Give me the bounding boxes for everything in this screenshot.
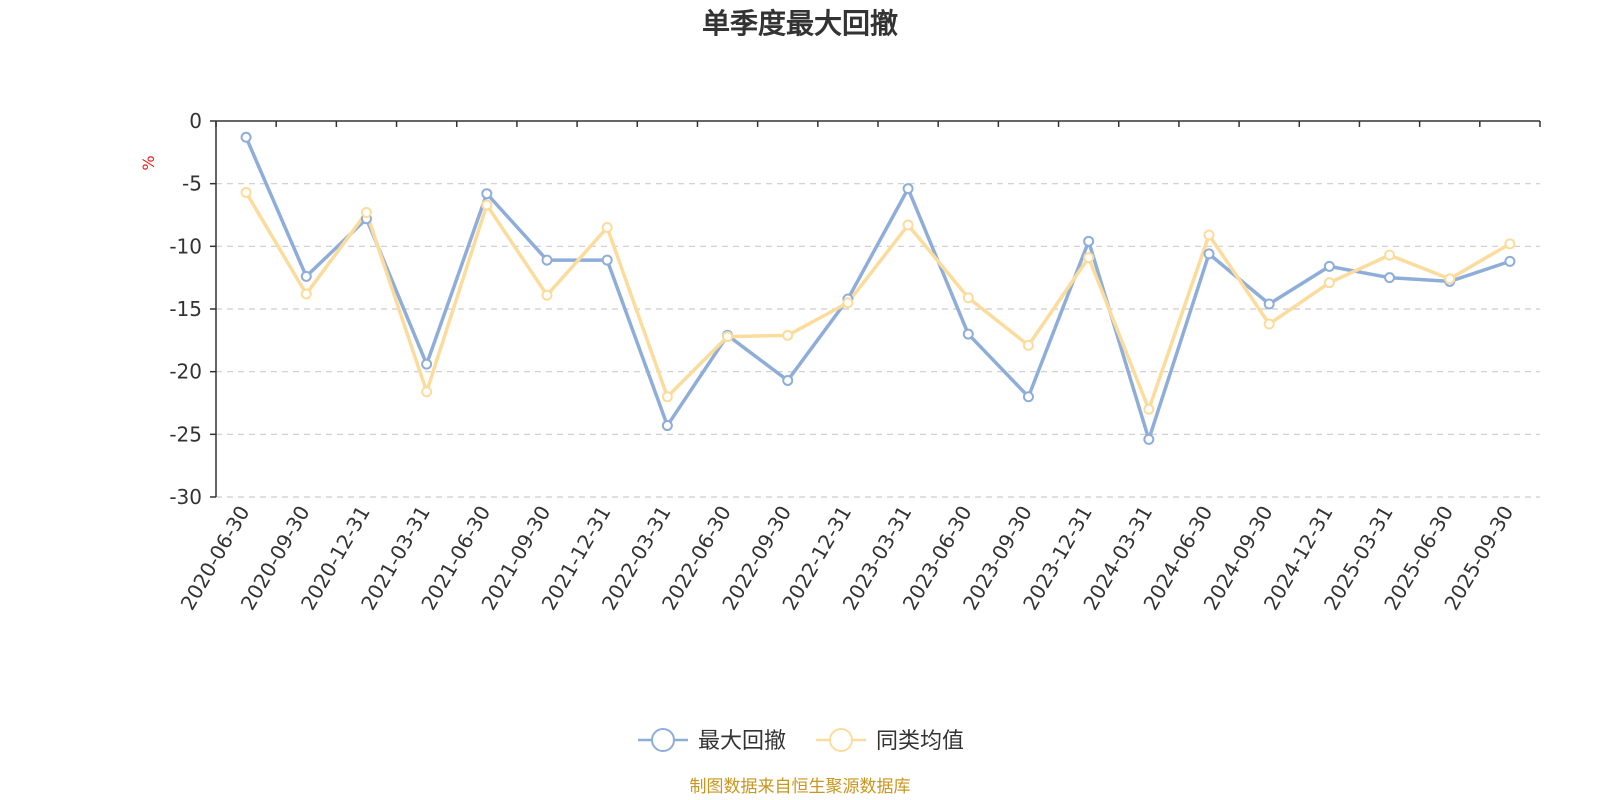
data-point xyxy=(240,186,252,198)
data-point xyxy=(962,292,974,304)
data-point xyxy=(1203,248,1215,260)
data-point xyxy=(782,329,794,341)
data-point xyxy=(902,183,914,195)
data-point xyxy=(1263,298,1275,310)
legend-label: 最大回撤 xyxy=(698,729,786,754)
source-note: 制图数据来自恒生聚源数据库 xyxy=(690,777,911,797)
data-point xyxy=(601,222,613,234)
data-point xyxy=(1022,339,1034,351)
y-tick-label: -20 xyxy=(169,360,202,384)
data-point xyxy=(421,358,433,370)
data-point xyxy=(962,328,974,340)
y-tick-label: -5 xyxy=(182,172,202,196)
data-point xyxy=(782,374,794,386)
series-group xyxy=(240,131,1516,445)
data-point xyxy=(1323,260,1335,272)
legend[interactable]: 最大回撤 同类均值 xyxy=(638,728,964,754)
data-point xyxy=(360,206,372,218)
data-point xyxy=(1384,249,1396,261)
data-point xyxy=(1203,229,1215,241)
data-point xyxy=(1022,391,1034,403)
data-point xyxy=(601,254,613,266)
legend-item-1[interactable]: 最大回撤 xyxy=(638,728,786,754)
series-line xyxy=(244,190,1512,412)
data-point xyxy=(240,131,252,143)
data-point xyxy=(661,391,673,403)
data-point xyxy=(421,386,433,398)
data-point xyxy=(842,297,854,309)
data-point xyxy=(1323,277,1335,289)
data-point xyxy=(300,288,312,300)
chart-title: 单季度最大回撤 xyxy=(702,7,898,40)
y-axis-unit-label: % xyxy=(139,155,158,170)
series-line xyxy=(244,135,1512,442)
data-point xyxy=(661,420,673,432)
data-point xyxy=(1083,252,1095,264)
legend-label: 同类均值 xyxy=(876,729,964,754)
legend-swatch-marker xyxy=(829,728,853,752)
data-point xyxy=(902,219,914,231)
series-2-points xyxy=(240,186,1516,415)
data-point xyxy=(541,289,553,301)
data-point xyxy=(541,254,553,266)
y-tick-label: -10 xyxy=(169,234,202,258)
data-point xyxy=(1263,318,1275,330)
data-point xyxy=(1444,273,1456,285)
data-point xyxy=(1504,255,1516,267)
data-point xyxy=(481,199,493,211)
y-tick-label: -15 xyxy=(169,297,202,321)
data-point xyxy=(300,270,312,282)
axes: 0-5-10-15-20-25-302020-06-302020-09-3020… xyxy=(169,109,1541,614)
data-point xyxy=(1143,433,1155,445)
data-point xyxy=(722,331,734,343)
y-tick-label: -30 xyxy=(169,485,202,509)
y-tick-label: 0 xyxy=(189,109,202,133)
data-point xyxy=(481,188,493,200)
data-point xyxy=(1143,403,1155,415)
y-tick-label: -25 xyxy=(169,422,202,446)
series-1 xyxy=(244,135,1512,442)
data-point xyxy=(1504,238,1516,250)
data-point xyxy=(1384,272,1396,284)
series-2 xyxy=(244,190,1512,412)
legend-item-2[interactable]: 同类均值 xyxy=(816,728,964,754)
grid-lines xyxy=(216,183,1540,498)
legend-swatch-marker xyxy=(651,728,675,752)
data-point xyxy=(1083,235,1095,247)
